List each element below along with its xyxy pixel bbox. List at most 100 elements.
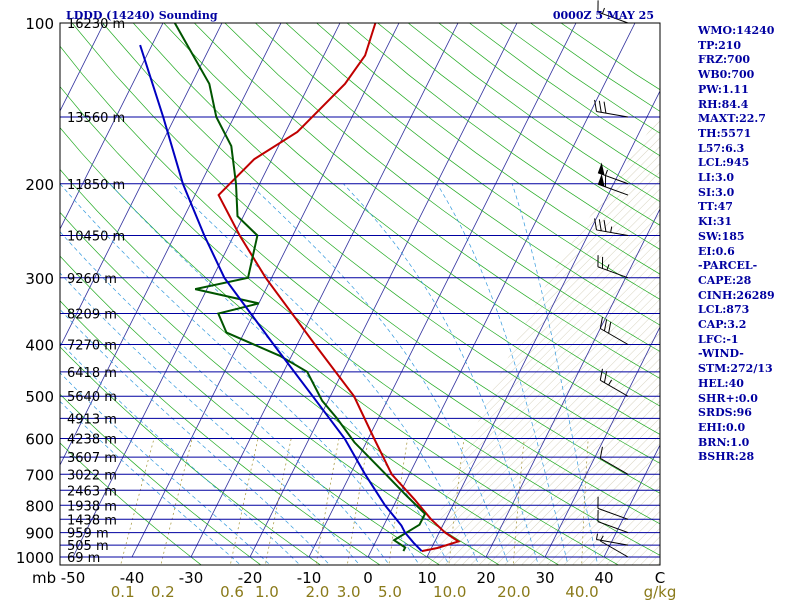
pressure-tick-label: 500 [25, 388, 54, 406]
wind-barb-full [599, 368, 603, 381]
index-item: -PARCEL- [698, 259, 758, 273]
index-item: BSHR:28 [698, 450, 755, 464]
wind-barb-full [598, 100, 602, 113]
dry-adiabat-line [346, 23, 660, 250]
plot-frame [59, 22, 661, 566]
moist-adiabat-line [109, 183, 450, 565]
dry-adiabat-line [163, 23, 660, 407]
pressure-tick-label: 200 [25, 176, 54, 194]
index-item: EI:0.6 [698, 244, 735, 258]
mixing-ratio-label: 0.6 [220, 583, 244, 600]
index-item: EHI:0.0 [698, 420, 746, 434]
mixing-ratio-line [581, 438, 589, 565]
wind-barb-shaft [600, 540, 629, 558]
height-label: 2463 m [67, 484, 117, 499]
moist-adiabat-line [343, 183, 539, 565]
wind-barb-shaft [597, 266, 629, 279]
pressure-unit-label: mb [32, 569, 56, 587]
isotherm-line [367, 23, 636, 558]
moist-adiabat-line [60, 372, 271, 565]
pressure-tick-label: 900 [25, 525, 54, 543]
mixing-ratio-line [346, 438, 369, 565]
dry-adiabat-line [60, 393, 262, 565]
wind-barb-full [599, 446, 603, 459]
isobar-lines [60, 22, 660, 558]
wind-barb [594, 218, 629, 236]
wind-barb-half [599, 535, 604, 542]
isotherm-line [131, 23, 400, 558]
dry-adiabat-line [224, 23, 660, 352]
height-label: 4238 m [67, 433, 117, 448]
mixing-ratio-line [512, 438, 525, 565]
height-label: 10450 m [67, 229, 125, 244]
wind-barb-full [603, 101, 607, 114]
pressure-tick-label: 800 [25, 497, 54, 515]
temperature-tick-label: -50 [61, 569, 86, 587]
temperature-tick-label: 20 [476, 569, 495, 587]
index-item: WB0:700 [698, 68, 755, 82]
wind-barb [599, 446, 629, 475]
index-item: FRZ:700 [698, 53, 751, 67]
moist-adiabat-line [511, 183, 599, 565]
index-item: MAXT:22.7 [698, 112, 766, 126]
pressure-tick-label: 700 [25, 466, 54, 484]
moist-adiabat-line [60, 272, 361, 565]
height-label: 13560 m [67, 111, 125, 126]
chart-time: 0000Z 5 MAY 25 [553, 9, 654, 22]
temperature-tick-label: 30 [535, 569, 554, 587]
wind-barb [597, 509, 629, 534]
mixing-ratio-line [315, 438, 340, 565]
wind-barb-shaft [597, 521, 629, 534]
index-item: SI:3.0 [698, 185, 735, 199]
dry-adiabat-line [194, 23, 660, 379]
isotherm-line [60, 23, 164, 230]
moist-adiabat-line [249, 183, 509, 565]
dry-adiabat-line [60, 300, 381, 565]
dry-adiabat-line [255, 23, 660, 326]
index-item: L57:6.3 [698, 141, 745, 155]
wind-barb [597, 0, 629, 24]
height-label: 1438 m [67, 513, 117, 528]
dry-adiabat-line [60, 45, 660, 525]
temperature-tick-label: -40 [120, 569, 145, 587]
mixing-ratio-label: 1.0 [255, 583, 279, 600]
wind-barb-shaft [600, 328, 629, 345]
index-item: RH:84.4 [698, 97, 749, 111]
wind-barb [599, 368, 629, 397]
index-item: LI:3.0 [698, 171, 735, 185]
wind-barb-full [608, 321, 612, 334]
isotherm-line [426, 90, 660, 558]
moist-adiabat-line [60, 309, 331, 565]
index-item: CINH:26289 [698, 288, 775, 302]
isotherm-line [485, 208, 660, 558]
temperature-tick-label: 0 [363, 569, 373, 587]
wind-barb-shaft [600, 379, 629, 397]
wind-barb [597, 162, 629, 185]
dry-adiabat-line [60, 255, 441, 565]
wind-barb-shaft [597, 11, 629, 24]
wind-barbs [594, 0, 629, 558]
temperature-tick-label: 10 [417, 569, 436, 587]
mixing-ratio-line [264, 438, 292, 565]
wind-barb-shaft [596, 229, 629, 236]
wind-barb-shaft [596, 110, 629, 118]
wind-barb [597, 255, 629, 279]
dry-adiabat-line [60, 127, 620, 565]
index-item: KI:31 [698, 215, 733, 229]
height-label: 11850 m [67, 178, 125, 193]
temperature-tick-label: -20 [238, 569, 263, 587]
wind-barb-half [610, 226, 613, 233]
cape-hatch-region [420, 115, 660, 565]
isotherm-line [72, 23, 341, 558]
pressure-tick-label: 100 [25, 15, 54, 33]
stability-indices-panel: WMO:14240 TP:210 FRZ:700 WB0:700 PW:1.11 RH:8… [698, 24, 775, 465]
height-label: 3607 m [67, 451, 117, 466]
index-item: TP:210 [698, 38, 742, 52]
pressure-tick-label: 400 [25, 337, 54, 355]
dry-adiabat-line [285, 23, 660, 300]
wind-barb-full [603, 371, 608, 383]
temperature-unit-label: C [655, 569, 665, 587]
dry-adiabat-line [71, 23, 660, 494]
pressure-tick-label: 600 [25, 431, 54, 449]
isotherm-line [60, 23, 282, 466]
